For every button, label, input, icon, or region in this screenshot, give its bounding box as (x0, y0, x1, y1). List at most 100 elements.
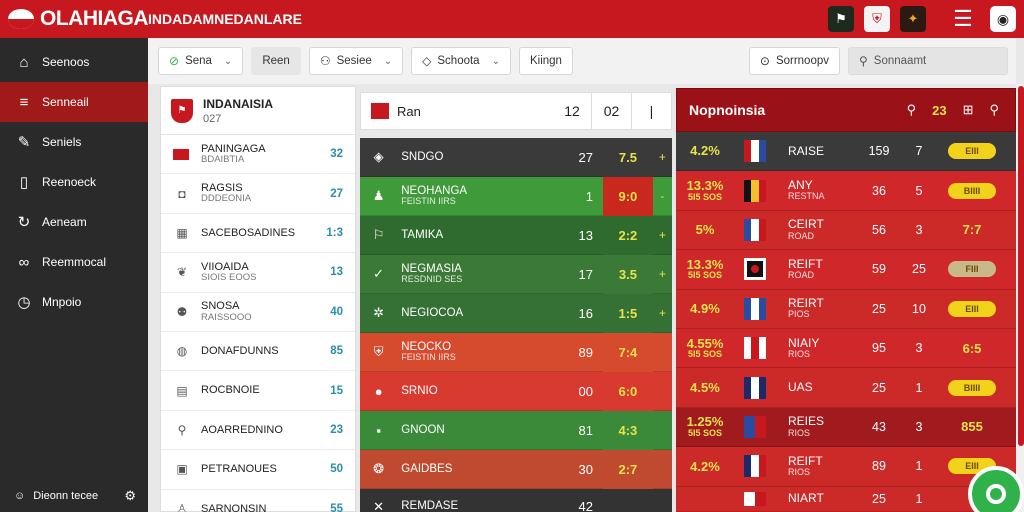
row-value: 1 (585, 188, 593, 204)
table-row[interactable]: 4.5% UAS 25 1 BIIII (676, 368, 1016, 408)
hamburger-menu-icon[interactable]: ☰ (953, 6, 973, 31)
search-input[interactable]: ⚲ Sonnaamt (848, 47, 1008, 75)
sort-button[interactable]: ⊙ Sorrnoopv (748, 47, 840, 75)
row-name: CEIRT (788, 217, 824, 232)
table-row[interactable]: ♟ NEOHANGA FEISTIN IIRS 1 9:0- (360, 176, 672, 216)
table-row[interactable]: ⛨ NEOCKO FEISTIN IIRS 89 7:4 (360, 332, 672, 372)
device-icon: ▯ (19, 174, 29, 191)
table-row[interactable]: 4.9% REIRT PIOS 25 10 EIII (676, 289, 1016, 329)
flag-icon (744, 491, 766, 506)
list-item-value: 23 (330, 423, 343, 436)
table-row[interactable]: ✕ REMDASE 42 (360, 489, 672, 512)
sidebar-footer[interactable]: ☺ Dieonn tecee ⚙ (0, 480, 148, 512)
table-row[interactable]: ⚐ TAMIKA 13 2:2 + (360, 215, 672, 255)
sidebar-item-5[interactable]: ∞ Reemmocal (0, 242, 148, 282)
table-row[interactable]: ✲ NEGIOCOA 16 1:5 + (360, 293, 672, 333)
match-table: ◈ SNDGO 27 7.5 + ♟ NEOHANGA FEISTIN IIRS 1 9:0- … (360, 137, 672, 512)
star-icon: ✲ (373, 305, 385, 320)
table-row[interactable]: ✓ NEGMASIA RESDNID SES 17 3.5 + (360, 254, 672, 294)
row-pct: 13.3% (686, 178, 724, 194)
list-item[interactable]: ◍ DONAFDUNNS 85 (161, 332, 355, 372)
table-row[interactable]: ● SRNIO 00 6:0 (360, 371, 672, 411)
status-badge[interactable]: 855 (961, 419, 983, 435)
filter-chip-3[interactable]: ◇ Schoota ⌄ (411, 47, 511, 75)
table-row[interactable]: ❂ GAIDBES 30 2:7 (360, 449, 672, 489)
sidebar-item-4[interactable]: ↻ Aeneam (0, 202, 148, 242)
list-item[interactable]: ◘ RAGSIS DDDEONIA 27 (161, 174, 355, 214)
filter-chip-0[interactable]: ⊘ Sena ⌄ (158, 47, 244, 75)
status-badge[interactable]: 7:7 (962, 222, 982, 238)
crest-icon[interactable]: ⚑ (828, 6, 854, 32)
list-item-name: SARNONSIN (201, 502, 267, 512)
filter-chip-2[interactable]: ⚇ Sesiee ⌄ (308, 47, 404, 75)
table-row[interactable]: 13.3% 5I5 SOS ANY RESTNA 36 5 BIIII (676, 171, 1016, 211)
list-item[interactable]: ♙ SARNONSIN 55 (161, 490, 355, 512)
table-row[interactable]: 4.55% 5I5 SOS NIAIY RIOS 95 3 6:5 (676, 328, 1016, 369)
list-item[interactable]: ▦ SACEBOSADINES 1:3 (161, 214, 355, 254)
mascot-icon[interactable]: ✦ (900, 6, 926, 32)
row-n2: 3 (915, 419, 923, 434)
table-row[interactable]: 4.2% RAISE 159 7 EIII (676, 132, 1016, 172)
grid-icon: ▦ (176, 225, 188, 240)
profile-icon[interactable]: ◉ (990, 6, 1016, 32)
table-row[interactable]: ◈ SNDGO 27 7.5 + (360, 137, 672, 177)
match-header-col1[interactable]: 02 (591, 92, 631, 130)
row-n2: 5 (915, 183, 923, 198)
list-item[interactable]: ❦ VIIOAIDA SIOIS EOOS 13 (161, 253, 355, 293)
table-row[interactable]: 13.3% 5I5 SOS REIFT ROAD 59 25 FIII (676, 250, 1016, 290)
row-name: REIES (788, 414, 825, 429)
sidebar-item-6[interactable]: ◷ Mnpoio (0, 282, 148, 322)
table-row[interactable]: 5% CEIRT ROAD 56 3 7:7 (676, 210, 1016, 251)
search-icon[interactable]: ⚲ (906, 102, 917, 117)
settings-icon[interactable]: ⚙ (124, 488, 136, 503)
row-value: 16 (578, 305, 593, 321)
status-badge[interactable]: EIII (948, 143, 996, 160)
list-item-value: 55 (330, 502, 343, 512)
match-header-col2[interactable]: | (631, 92, 671, 130)
app-subtitle: INDADAMNEDANLARE (148, 11, 302, 27)
filter-chip-1[interactable]: Reen (251, 47, 301, 75)
shield-icon[interactable]: ⛨ (864, 6, 890, 32)
sidebar-item-1[interactable]: ≡ Senneail (0, 82, 148, 122)
row-n2: 25 (912, 262, 926, 277)
columns-icon[interactable]: ⊞ (962, 102, 974, 117)
ball-icon: ◍ (176, 344, 188, 359)
row-value: 89 (578, 344, 593, 360)
status-badge[interactable]: BIIII (948, 379, 996, 396)
table-row[interactable]: 4.2% REIFT RIOS 89 1 EIII (676, 447, 1016, 487)
list-item[interactable]: ⚲ AOARREDNINO 23 (161, 411, 355, 451)
row-name: ANY (788, 178, 813, 193)
row-pct: 4.2% (690, 143, 720, 159)
status-badge[interactable]: 6:5 (962, 340, 982, 356)
sidebar-item-3[interactable]: ▯ Reenoeck (0, 162, 148, 202)
fox-icon: ❦ (176, 265, 188, 280)
table-row[interactable]: 1.25% 5I5 SOS REIES RIOS 43 3 855 (676, 407, 1016, 448)
filter-chip-4[interactable]: Kiingn (518, 47, 573, 75)
row-pct: 13.3% (686, 256, 724, 272)
app-logo[interactable]: OLAHIAGA (0, 7, 149, 31)
row-pct: 5% (695, 222, 715, 238)
scrollbar-thumb[interactable] (1018, 86, 1024, 446)
status-badge[interactable]: BIIII (948, 182, 996, 199)
list-item[interactable]: ⚉ SNOSA RAISSOOO 40 (161, 293, 355, 332)
flag-icon (744, 455, 766, 478)
search-alt-icon[interactable]: ⚲ (989, 102, 999, 117)
table-row[interactable]: NIART 25 1 (676, 486, 1016, 511)
sidebar-item-0[interactable]: ⌂ Seenoos (0, 42, 148, 82)
list-item-value: 50 (330, 463, 343, 476)
status-badge[interactable]: EIII (948, 300, 996, 317)
row-pct: 1.25% (686, 414, 724, 430)
sidebar-item-2[interactable]: ✎ Seniels (0, 122, 148, 162)
floating-action-button[interactable] (968, 466, 1024, 512)
row-value: 42 (578, 499, 593, 512)
link-icon: ∞ (18, 253, 30, 271)
list-item[interactable]: ▤ ROCBNOIE 15 (161, 371, 355, 411)
list-item[interactable]: PANINGAGA BDAIBTIA 32 (161, 135, 355, 175)
list-item-name: DONAFDUNNS (201, 345, 279, 358)
match-header-score: 12 (564, 103, 580, 119)
list-item[interactable]: ▣ PETRANOUES 50 (161, 450, 355, 490)
status-badge[interactable]: FIII (948, 261, 996, 278)
row-sub: RIOS (788, 348, 811, 359)
search-placeholder: Sonnaamt (873, 55, 927, 67)
table-row[interactable]: ▪ GNOON 81 4:3 (360, 410, 672, 450)
